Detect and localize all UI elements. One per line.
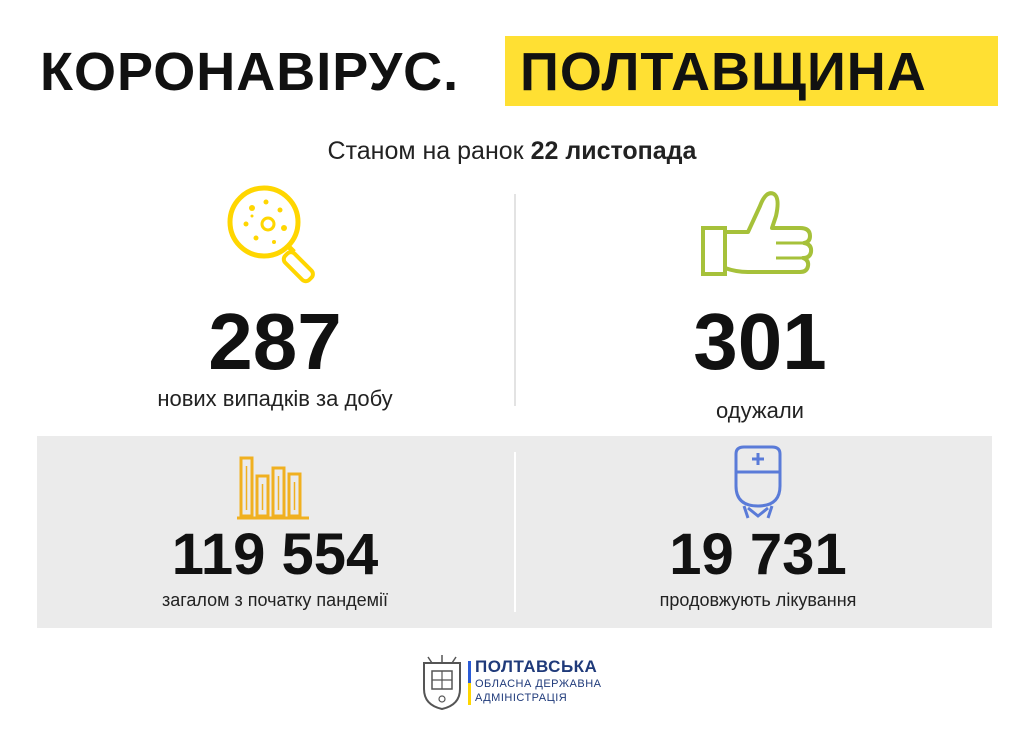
doctor-icon xyxy=(734,445,782,519)
recovered-value: 301 xyxy=(693,297,827,386)
total-value: 119 554 xyxy=(171,522,379,587)
org-name-line1: ПОЛТАВСЬКА xyxy=(475,657,598,676)
flag-bar xyxy=(468,661,471,705)
title-coronavirus: КОРОНАВІРУС. xyxy=(40,42,460,102)
coat-of-arms-icon xyxy=(423,655,461,711)
title-region: ПОЛТАВЩИНА xyxy=(520,42,927,102)
thumbs-up-icon xyxy=(701,191,814,276)
new-cases-value: 287 xyxy=(208,297,342,386)
subtitle-prefix: Станом на ранок xyxy=(327,137,524,165)
stat-total: 119 554 загалом з початку пандемії xyxy=(90,526,460,611)
treating-label: продовжують лікування xyxy=(659,590,857,610)
stat-new-cases: 287 нових випадків за добу xyxy=(100,302,450,412)
virus-magnifier-icon xyxy=(227,185,315,284)
org-name-line2: ОБЛАСНА ДЕРЖАВНА xyxy=(475,678,602,690)
top-divider xyxy=(514,194,516,406)
recovered-label: одужали xyxy=(716,398,804,423)
date-subtitle: Станом на ранок 22 листопада xyxy=(0,137,1024,166)
stat-treating: 19 731 продовжують лікування xyxy=(573,526,943,611)
stat-recovered: 301 одужали xyxy=(585,302,935,424)
total-label: загалом з початку пандемії xyxy=(161,590,389,610)
bottom-divider xyxy=(514,452,516,612)
title-highlight xyxy=(505,36,998,106)
treating-value: 19 731 xyxy=(669,522,847,587)
footer-logo: ПОЛТАВСЬКА ОБЛАСНА ДЕРЖАВНА АДМІНІСТРАЦІ… xyxy=(420,655,620,711)
title-row: КОРОНАВІРУС. ПОЛТАВЩИНА xyxy=(0,36,1024,106)
subtitle-date: 22 листопада xyxy=(530,137,697,165)
org-name-line3: АДМІНІСТРАЦІЯ xyxy=(475,692,568,704)
bar-chart-icon xyxy=(237,456,309,520)
new-cases-label: нових випадків за добу xyxy=(157,386,393,411)
